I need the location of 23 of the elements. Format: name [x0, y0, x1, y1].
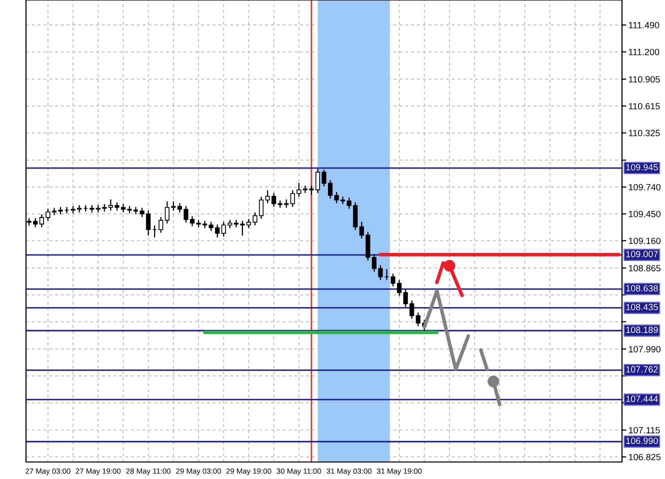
- ref-line-label: 107.762: [626, 366, 658, 373]
- y-tick-label: 108.865: [628, 265, 661, 272]
- ref-line-label: 106.990: [626, 438, 658, 444]
- ref-line-label: 108.435: [626, 304, 658, 310]
- y-tick-label: 109.160: [628, 238, 661, 244]
- ref-line-label: 109.945: [626, 164, 658, 170]
- candlestick: [158, 217, 164, 233]
- y-tick-label: 107.115: [628, 427, 660, 434]
- y-tick-label: 110.615: [628, 102, 660, 110]
- y-tick-label: 107.990: [628, 346, 661, 352]
- y-tick-label: 110.325: [628, 130, 660, 136]
- y-tick-label: 109.450: [628, 210, 661, 218]
- y-tick-label: 111.490: [628, 22, 660, 28]
- ref-line-label: 107.444: [626, 396, 658, 402]
- y-tick-label: 110.905: [628, 76, 660, 83]
- y-tick-label: 109.740: [628, 184, 661, 190]
- candlestick: [416, 312, 420, 326]
- ref-line-label: 108.189: [626, 326, 658, 334]
- y-tick-label: 106.825: [628, 454, 661, 460]
- line-series: [422, 288, 470, 372]
- ref-line-label: 108.638: [626, 285, 658, 292]
- y-tick-label: 111.200: [628, 48, 660, 56]
- ref-line-label: 109.007: [626, 250, 658, 258]
